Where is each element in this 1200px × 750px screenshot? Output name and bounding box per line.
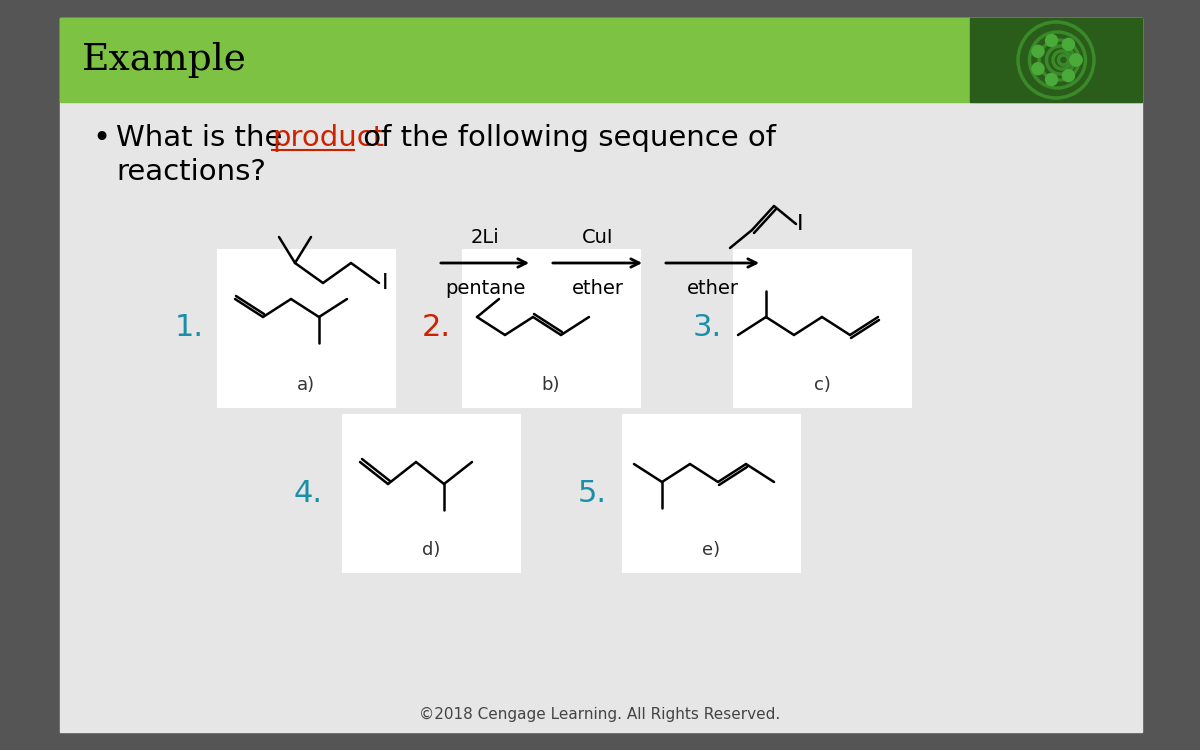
- Bar: [217, 249, 395, 407]
- Text: a): a): [296, 376, 316, 394]
- Text: I: I: [797, 214, 804, 234]
- Circle shape: [1062, 38, 1074, 50]
- Text: ether: ether: [571, 279, 624, 298]
- Bar: [342, 414, 520, 572]
- Text: b): b): [541, 376, 560, 394]
- Text: e): e): [702, 541, 720, 559]
- Text: ether: ether: [686, 279, 738, 298]
- Text: 3.: 3.: [694, 314, 722, 343]
- Text: 4.: 4.: [294, 478, 323, 508]
- Text: Example: Example: [82, 42, 247, 78]
- Text: 1.: 1.: [175, 314, 204, 343]
- Text: I: I: [382, 273, 389, 293]
- Bar: [622, 414, 800, 572]
- Text: d): d): [422, 541, 440, 559]
- Bar: [462, 249, 640, 407]
- Circle shape: [1032, 45, 1044, 57]
- Text: pentane: pentane: [445, 279, 526, 298]
- Bar: [60, 18, 1142, 102]
- Text: reactions?: reactions?: [116, 158, 266, 186]
- Text: •: •: [92, 124, 110, 152]
- Text: c): c): [814, 376, 830, 394]
- Circle shape: [1070, 54, 1082, 66]
- Circle shape: [1062, 70, 1074, 82]
- Text: 2Li: 2Li: [470, 228, 499, 247]
- Circle shape: [1045, 74, 1057, 86]
- Bar: [733, 249, 911, 407]
- Bar: [970, 18, 1142, 102]
- Text: CuI: CuI: [582, 228, 613, 247]
- Text: of the following sequence of: of the following sequence of: [354, 124, 776, 152]
- Circle shape: [1045, 34, 1057, 46]
- Circle shape: [1070, 54, 1082, 66]
- Text: ©2018 Cengage Learning. All Rights Reserved.: ©2018 Cengage Learning. All Rights Reser…: [419, 706, 781, 722]
- Circle shape: [1032, 63, 1044, 75]
- Text: product: product: [272, 124, 384, 152]
- Text: 5.: 5.: [578, 478, 607, 508]
- Text: 2.: 2.: [422, 314, 451, 343]
- Text: What is the: What is the: [116, 124, 292, 152]
